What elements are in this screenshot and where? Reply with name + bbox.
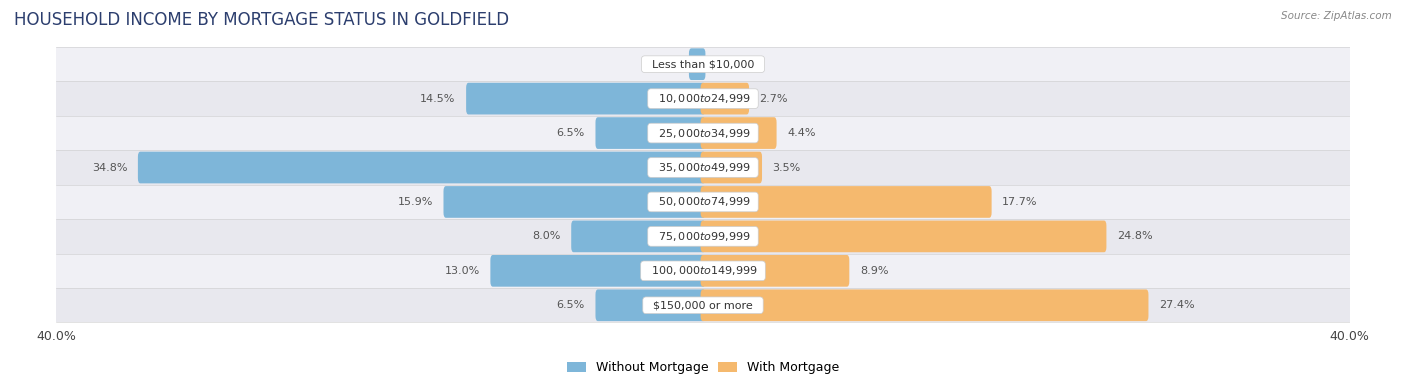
Text: 4.4%: 4.4% [787, 128, 815, 138]
FancyBboxPatch shape [689, 48, 706, 80]
Text: HOUSEHOLD INCOME BY MORTGAGE STATUS IN GOLDFIELD: HOUSEHOLD INCOME BY MORTGAGE STATUS IN G… [14, 11, 509, 29]
FancyBboxPatch shape [700, 221, 1107, 252]
Bar [56, 219, 1350, 254]
FancyBboxPatch shape [700, 290, 1149, 321]
Text: $10,000 to $24,999: $10,000 to $24,999 [651, 92, 755, 105]
FancyBboxPatch shape [596, 290, 706, 321]
Bar [56, 150, 1350, 185]
FancyBboxPatch shape [700, 83, 749, 115]
Bar [56, 116, 1350, 150]
Text: 13.0%: 13.0% [444, 266, 479, 276]
Text: 6.5%: 6.5% [557, 300, 585, 310]
Text: Source: ZipAtlas.com: Source: ZipAtlas.com [1281, 11, 1392, 21]
Legend: Without Mortgage, With Mortgage: Without Mortgage, With Mortgage [562, 356, 844, 377]
Text: $25,000 to $34,999: $25,000 to $34,999 [651, 127, 755, 139]
FancyBboxPatch shape [700, 117, 776, 149]
FancyBboxPatch shape [138, 152, 706, 183]
FancyBboxPatch shape [571, 221, 706, 252]
Text: $100,000 to $149,999: $100,000 to $149,999 [644, 264, 762, 277]
Text: 14.5%: 14.5% [420, 93, 456, 104]
Bar [56, 185, 1350, 219]
Text: 15.9%: 15.9% [398, 197, 433, 207]
Text: $35,000 to $49,999: $35,000 to $49,999 [651, 161, 755, 174]
FancyBboxPatch shape [700, 186, 991, 218]
Text: $50,000 to $74,999: $50,000 to $74,999 [651, 195, 755, 208]
Bar [56, 288, 1350, 322]
Bar [56, 81, 1350, 116]
FancyBboxPatch shape [467, 83, 706, 115]
Text: 8.0%: 8.0% [533, 231, 561, 241]
Text: 0.0%: 0.0% [716, 59, 744, 69]
Text: 27.4%: 27.4% [1159, 300, 1195, 310]
Text: $75,000 to $99,999: $75,000 to $99,999 [651, 230, 755, 243]
Bar [56, 254, 1350, 288]
Text: $150,000 or more: $150,000 or more [647, 300, 759, 310]
Text: 6.5%: 6.5% [557, 128, 585, 138]
Text: 34.8%: 34.8% [91, 162, 128, 173]
FancyBboxPatch shape [443, 186, 706, 218]
FancyBboxPatch shape [491, 255, 706, 287]
Text: 2.7%: 2.7% [759, 93, 789, 104]
Text: 24.8%: 24.8% [1116, 231, 1153, 241]
FancyBboxPatch shape [700, 152, 762, 183]
Text: Less than $10,000: Less than $10,000 [645, 59, 761, 69]
Text: 0.72%: 0.72% [643, 59, 679, 69]
Text: 3.5%: 3.5% [772, 162, 801, 173]
FancyBboxPatch shape [700, 255, 849, 287]
Bar [56, 47, 1350, 81]
Text: 17.7%: 17.7% [1002, 197, 1038, 207]
Text: 8.9%: 8.9% [860, 266, 889, 276]
FancyBboxPatch shape [596, 117, 706, 149]
